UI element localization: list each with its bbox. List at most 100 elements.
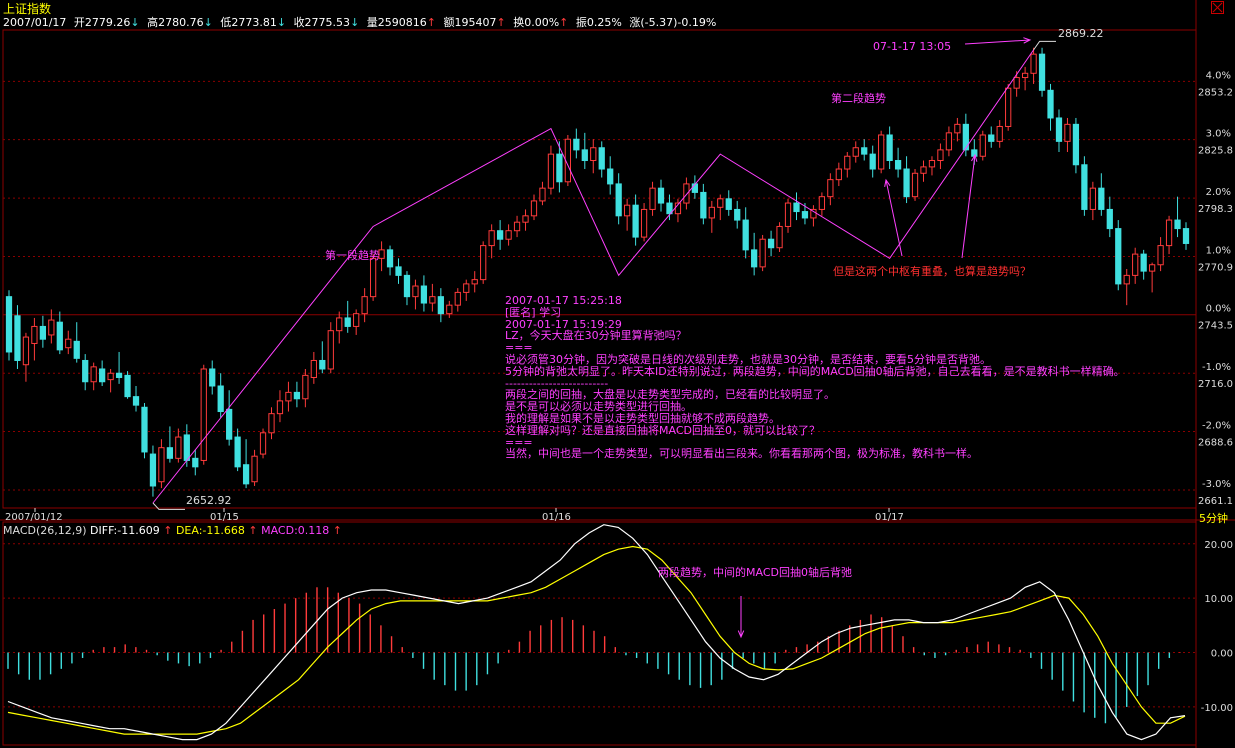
candle-body xyxy=(310,359,317,378)
candle-body xyxy=(1106,208,1113,230)
axis-percent-label: 3.0% xyxy=(1206,129,1231,140)
high-time-arrow xyxy=(964,39,1031,45)
comment-line: 说必须管30分钟，因为突破是日线的次级别走势，也就是30分钟，是否结束，要看5分… xyxy=(505,352,991,366)
candle-body xyxy=(471,279,478,285)
candle-body xyxy=(226,408,233,440)
candle-body xyxy=(683,183,690,204)
candle-body xyxy=(657,187,665,204)
axis-price-label: 2716.0 xyxy=(1198,379,1233,390)
candle-body xyxy=(861,147,868,155)
candle-body xyxy=(14,315,21,361)
candle-body xyxy=(217,385,224,413)
trend-line xyxy=(152,49,1034,504)
candle-body xyxy=(200,368,207,461)
candle-body xyxy=(784,202,792,227)
macd-panel-frame xyxy=(2,521,1197,746)
low-pointer-line xyxy=(152,502,185,510)
candle-body xyxy=(403,274,411,298)
candle-body xyxy=(124,374,131,398)
candle-body xyxy=(1081,164,1088,210)
second-trend-label: 第二段趋势 xyxy=(831,92,886,105)
candle-body xyxy=(166,447,174,459)
candle-body xyxy=(319,359,326,370)
candle-body xyxy=(708,206,715,219)
candle-body xyxy=(962,123,969,151)
candle-body xyxy=(1115,228,1122,285)
candle-body xyxy=(234,436,241,468)
candle-body xyxy=(988,134,995,142)
candle-body xyxy=(327,330,334,370)
hub-arrow-left-head xyxy=(884,178,891,187)
candle-body xyxy=(573,138,580,151)
candle-body xyxy=(463,283,470,293)
candle-body xyxy=(734,208,741,221)
quote-turnover: 换0.00%↑ xyxy=(513,16,569,29)
candle-body xyxy=(31,325,38,344)
candle-body xyxy=(751,249,758,268)
candle-body xyxy=(886,134,893,162)
axis-price-label: 2743.5 xyxy=(1198,321,1233,332)
candle-body xyxy=(1055,117,1063,142)
candle-body xyxy=(107,372,114,381)
quote-close: 收2775.53↓ xyxy=(293,16,360,29)
candle-body xyxy=(624,204,631,217)
candle-body xyxy=(429,296,436,304)
macd-note-label: 两段趋势，中间的MACD回抽0轴后背弛 xyxy=(658,566,852,579)
candle-body xyxy=(878,134,885,170)
candle-body xyxy=(1149,264,1156,272)
quote-high: 高2780.76↓ xyxy=(147,16,213,29)
candle-body xyxy=(454,291,461,306)
candle-body xyxy=(73,340,80,359)
candle-body xyxy=(1182,228,1190,244)
candle-body xyxy=(920,166,927,174)
candle-body xyxy=(285,391,292,402)
axis-price-label: 2798.3 xyxy=(1198,204,1233,215)
candle-body xyxy=(793,202,800,213)
period-label[interactable]: 5分钟 xyxy=(1199,512,1228,525)
comment-line: 2007-01-17 15:19:29 xyxy=(505,317,622,331)
candle-body xyxy=(1038,53,1046,91)
candle-body xyxy=(141,406,148,453)
candle-body xyxy=(640,208,648,238)
candle-body xyxy=(65,338,72,349)
candle-body xyxy=(556,153,563,183)
candle-body xyxy=(767,238,775,249)
candle-body xyxy=(446,304,453,315)
candle-body xyxy=(1013,77,1020,89)
candle-body xyxy=(158,447,165,483)
comment-line: 两段之间的回抽，大盘是以走势类型完成的，已经看的比较明显了。 xyxy=(505,388,835,402)
axis-percent-label: -2.0% xyxy=(1202,421,1231,432)
macd-dea-arrow: ↑ xyxy=(248,524,258,537)
candle-body xyxy=(496,230,504,240)
quote-open: 开2779.26↓ xyxy=(73,16,140,29)
comment-line: 我的理解是如果不是以走势类型回抽就够不成两段趋势。 xyxy=(505,411,780,425)
candle-body xyxy=(742,219,749,251)
high-pointer-line xyxy=(1033,40,1056,51)
close-icon[interactable] xyxy=(1211,1,1224,14)
macd-value: MACD:0.118 xyxy=(261,524,330,537)
first-trend-label: 第一段趋势 xyxy=(325,249,380,262)
candle-body xyxy=(539,187,546,202)
candle-body xyxy=(420,285,428,304)
candle-body xyxy=(1030,53,1037,74)
quote-info-bar: 2007/01/17 开2779.26↓ 高2780.76↓ 低2773.81↓… xyxy=(3,14,720,30)
candle-body xyxy=(344,317,351,327)
candle-body xyxy=(259,432,267,455)
macd-name: MACD(26,12,9) xyxy=(3,524,87,537)
candle-body xyxy=(852,147,859,157)
candle-body xyxy=(395,266,402,276)
candle-body xyxy=(1064,123,1071,142)
candle-body xyxy=(302,374,309,400)
candle-body xyxy=(911,172,919,198)
candle-body xyxy=(242,464,250,485)
candle-body xyxy=(547,153,555,189)
candle-body xyxy=(615,183,622,217)
candle-body xyxy=(115,372,123,378)
comment-line: === xyxy=(505,435,533,449)
dea-line xyxy=(7,545,1186,735)
candle-body xyxy=(1140,253,1147,272)
high-time-arrow-head xyxy=(1023,37,1032,44)
diff-line xyxy=(7,524,1186,741)
candle-body xyxy=(945,132,953,151)
